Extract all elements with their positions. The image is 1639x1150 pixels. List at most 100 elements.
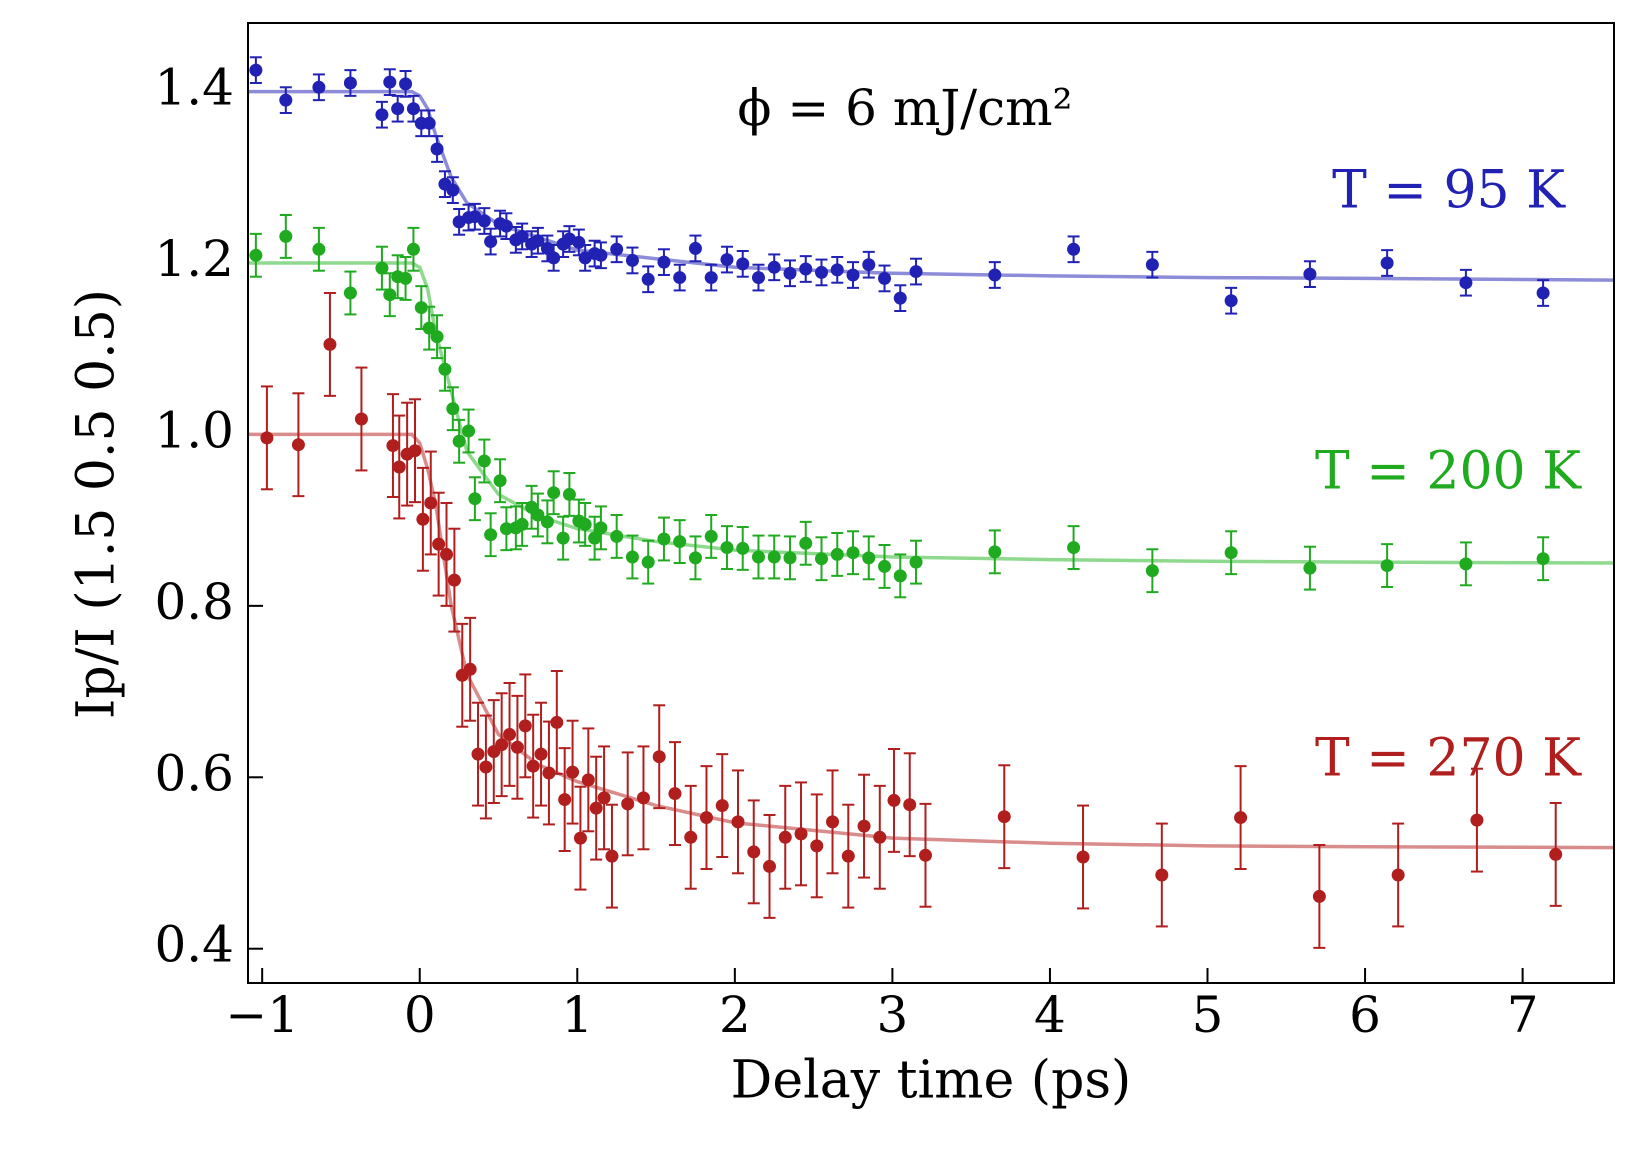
- data-point: [312, 242, 326, 256]
- data-point: [477, 454, 491, 468]
- data-point: [573, 831, 587, 845]
- data-point: [641, 272, 655, 286]
- data-point: [862, 551, 876, 565]
- data-point: [1145, 564, 1159, 578]
- data-point: [704, 529, 718, 543]
- data-point: [699, 811, 713, 825]
- data-point: [846, 268, 860, 282]
- x-tick-label: 5: [1192, 986, 1224, 1044]
- data-point: [1536, 286, 1550, 300]
- data-point: [462, 424, 476, 438]
- data-point: [1224, 546, 1238, 560]
- data-point: [684, 830, 698, 844]
- data-point: [783, 551, 797, 565]
- data-point: [392, 460, 406, 474]
- data-point: [688, 241, 702, 255]
- data-point: [909, 265, 923, 279]
- data-point: [751, 550, 765, 564]
- data-point: [416, 512, 430, 526]
- data-point: [249, 248, 263, 262]
- data-point: [673, 535, 687, 549]
- data-point: [767, 260, 781, 274]
- data-point: [566, 765, 580, 779]
- data-point: [1067, 541, 1081, 555]
- x-tick-label: 2: [719, 986, 751, 1044]
- data-point: [799, 536, 813, 550]
- data-point: [312, 80, 326, 94]
- data-point: [484, 235, 498, 249]
- data-point: [751, 271, 765, 285]
- data-point: [463, 662, 477, 676]
- data-point: [432, 537, 446, 551]
- data-point: [673, 271, 687, 285]
- data-point: [406, 242, 420, 256]
- plot-frame: [247, 22, 1615, 984]
- data-point: [515, 229, 529, 243]
- data-point: [484, 528, 498, 542]
- data-point: [510, 740, 524, 754]
- y-tick-label: 0.4: [154, 916, 234, 974]
- data-point: [424, 496, 438, 510]
- data-point: [556, 531, 570, 545]
- data-point: [499, 522, 513, 536]
- data-point: [495, 738, 509, 752]
- data-point: [794, 827, 808, 841]
- data-point: [1155, 868, 1169, 882]
- data-point: [1224, 294, 1238, 308]
- data-point: [279, 93, 293, 107]
- data-point: [588, 531, 602, 545]
- x-axis-label: Delay time (ps): [731, 1051, 1132, 1111]
- data-point: [767, 550, 781, 564]
- data-point: [862, 258, 876, 272]
- data-point: [515, 517, 529, 531]
- data-point: [841, 849, 855, 863]
- data-point: [610, 529, 624, 543]
- data-point: [562, 487, 576, 501]
- data-point: [430, 330, 444, 344]
- data-point: [668, 787, 682, 801]
- data-point: [391, 102, 405, 116]
- data-point: [386, 439, 400, 453]
- data-point: [688, 551, 702, 565]
- data-point: [814, 552, 828, 566]
- data-point: [547, 251, 561, 265]
- data-point: [414, 301, 428, 315]
- data-point: [1380, 559, 1394, 573]
- y-tick-label: 0.8: [154, 573, 234, 631]
- data-point: [518, 719, 532, 733]
- data-point: [857, 819, 871, 833]
- data-point: [594, 521, 608, 535]
- data-point: [343, 76, 357, 90]
- data-point: [1303, 267, 1317, 281]
- series: T = 200 K: [248, 214, 1615, 599]
- y-tick-label: 1.2: [154, 230, 234, 288]
- data-point: [1234, 811, 1248, 825]
- data-point: [343, 286, 357, 300]
- data-point: [810, 839, 824, 853]
- data-point: [540, 515, 554, 529]
- data-point: [652, 750, 666, 764]
- data-point: [1380, 256, 1394, 270]
- data-point: [375, 261, 389, 275]
- data-point: [641, 555, 655, 569]
- y-tick-label: 0.6: [154, 744, 234, 802]
- data-point: [636, 791, 650, 805]
- data-point: [558, 793, 572, 807]
- data-point: [830, 263, 844, 277]
- data-point: [814, 265, 828, 279]
- data-point: [783, 266, 797, 280]
- series-label: T = 270 K: [1315, 729, 1582, 789]
- data-point: [625, 550, 639, 564]
- data-point: [589, 801, 603, 815]
- series: T = 95 K: [248, 56, 1615, 315]
- data-point: [720, 253, 734, 267]
- data-point: [399, 271, 413, 285]
- data-point: [1145, 258, 1159, 272]
- data-point: [1312, 889, 1326, 903]
- x-tick-label: 1: [561, 986, 593, 1044]
- data-point: [1470, 813, 1484, 827]
- data-point: [572, 235, 586, 249]
- data-point: [422, 321, 436, 335]
- data-point: [578, 517, 592, 531]
- data-point: [893, 291, 907, 305]
